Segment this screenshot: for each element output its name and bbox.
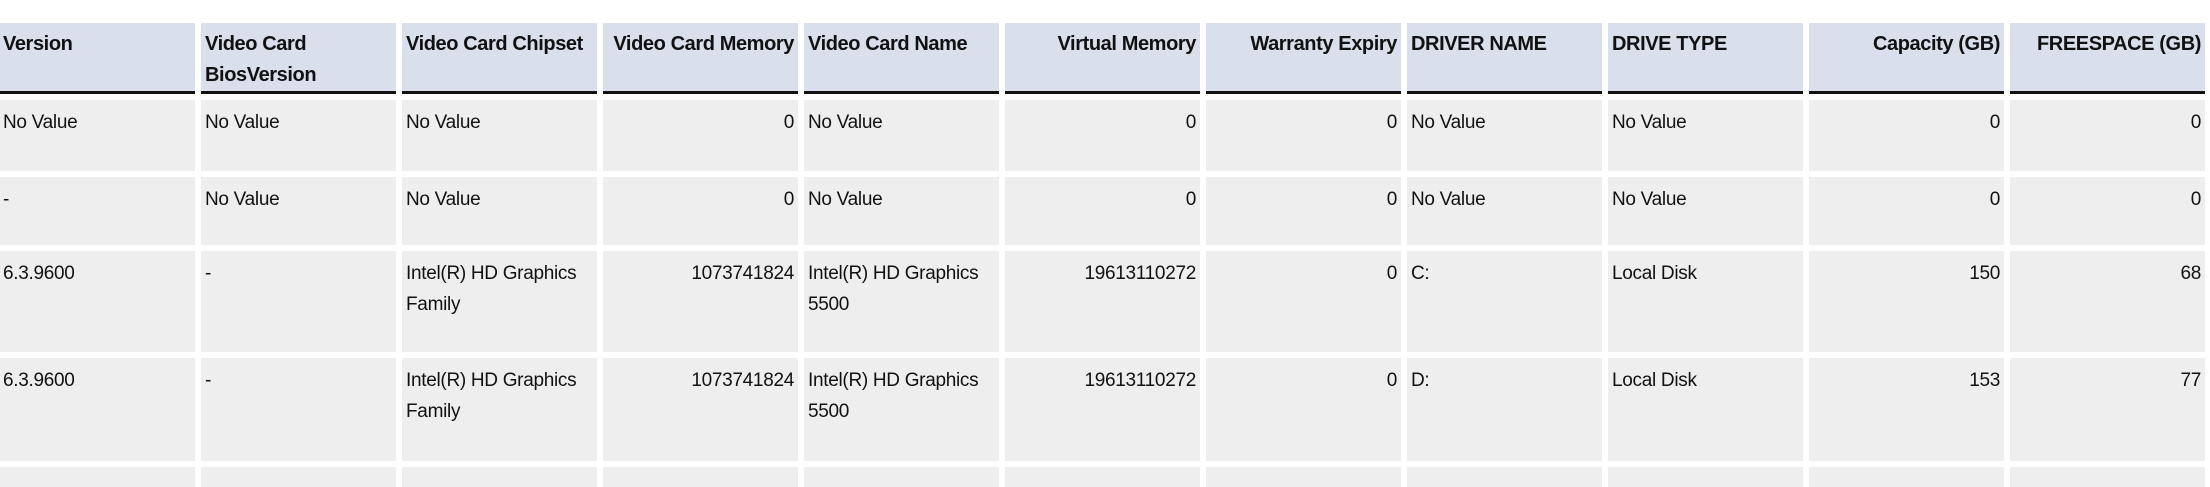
table-cell-virtual-memory: 0 — [1005, 177, 1200, 245]
table-cell-video-card-memory: 1073741824 — [603, 251, 798, 352]
table-cell-version: 6.3.9600 — [0, 358, 195, 461]
table-cell-virtual-memory: 0 — [1005, 100, 1200, 171]
table-cell-freespace-gb: 0 — [2010, 100, 2205, 171]
table-cell-freespace-gb: 77 — [2010, 358, 2205, 461]
column-header-capacity-gb[interactable]: Capacity (GB) — [1809, 23, 2004, 94]
table-cell-driver-name — [1407, 467, 1602, 487]
column-header-freespace-gb[interactable]: FREESPACE (GB) — [2010, 23, 2205, 94]
column-header-warranty-expiry[interactable]: Warranty Expiry — [1206, 23, 1401, 94]
column-header-video-card-chipset[interactable]: Video Card Chipset — [402, 23, 597, 94]
table-cell-video-card-chipset: Intel(R) HD Graphics Family — [402, 358, 597, 461]
column-header-virtual-memory[interactable]: Virtual Memory — [1005, 23, 1200, 94]
table-cell-driver-name: No Value — [1407, 177, 1602, 245]
table-cell-warranty-expiry: 0 — [1206, 100, 1401, 171]
table-cell-version: - — [0, 177, 195, 245]
table-cell-drive-type: Local Disk — [1608, 358, 1803, 461]
table-cell-video-card-memory: 0 — [603, 177, 798, 245]
table-cell-drive-type: No Value — [1608, 100, 1803, 171]
table-cell-video-card-name: No Value — [804, 177, 999, 245]
table-cell-driver-name: C: — [1407, 251, 1602, 352]
table-cell-driver-name: No Value — [1407, 100, 1602, 171]
table-cell-virtual-memory: 19613110272 — [1005, 358, 1200, 461]
table-cell-video-card-chipset: Intel(R) HD Graphics Family — [402, 251, 597, 352]
table-cell-video-card-chipset: No Value — [402, 177, 597, 245]
column-header-driver-name[interactable]: DRIVER NAME — [1407, 23, 1602, 94]
table-cell-warranty-expiry — [1206, 467, 1401, 487]
table-cell-video-card-name: No Value — [804, 100, 999, 171]
table-cell-capacity-gb: 0 — [1809, 100, 2004, 171]
table-cell-capacity-gb: 150 — [1809, 251, 2004, 352]
column-header-drive-type[interactable]: DRIVE TYPE — [1608, 23, 1803, 94]
table-cell-video-card-memory — [603, 467, 798, 487]
table-cell-freespace-gb: 68 — [2010, 251, 2205, 352]
table-cell-video-card-biosversion: - — [201, 358, 396, 461]
column-header-video-card-name[interactable]: Video Card Name — [804, 23, 999, 94]
table-cell-drive-type: No Value — [1608, 177, 1803, 245]
table-cell-version — [0, 467, 195, 487]
table-cell-driver-name: D: — [1407, 358, 1602, 461]
table-cell-freespace-gb: 0 — [2010, 177, 2205, 245]
table-cell-video-card-name — [804, 467, 999, 487]
table-cell-video-card-memory: 1073741824 — [603, 358, 798, 461]
table-cell-drive-type — [1608, 467, 1803, 487]
table-cell-drive-type: Local Disk — [1608, 251, 1803, 352]
table-cell-video-card-biosversion: No Value — [201, 100, 396, 171]
table-cell-version: No Value — [0, 100, 195, 171]
table-cell-video-card-biosversion: No Value — [201, 177, 396, 245]
table-cell-warranty-expiry: 0 — [1206, 358, 1401, 461]
table-cell-capacity-gb: 0 — [1809, 177, 2004, 245]
table-cell-video-card-chipset: No Value — [402, 100, 597, 171]
table-cell-warranty-expiry: 0 — [1206, 177, 1401, 245]
table-cell-warranty-expiry: 0 — [1206, 251, 1401, 352]
table-cell-video-card-biosversion — [201, 467, 396, 487]
table-cell-version: 6.3.9600 — [0, 251, 195, 352]
column-header-version[interactable]: Version — [0, 23, 195, 94]
table-cell-video-card-name: Intel(R) HD Graphics 5500 — [804, 251, 999, 352]
table-cell-virtual-memory — [1005, 467, 1200, 487]
table-cell-video-card-memory: 0 — [603, 100, 798, 171]
table-cell-virtual-memory: 19613110272 — [1005, 251, 1200, 352]
table-cell-video-card-chipset — [402, 467, 597, 487]
table-cell-video-card-name: Intel(R) HD Graphics 5500 — [804, 358, 999, 461]
table-cell-freespace-gb — [2010, 467, 2205, 487]
table-cell-capacity-gb — [1809, 467, 2004, 487]
table-cell-video-card-biosversion: - — [201, 251, 396, 352]
data-table: Version Video Card BiosVersion Video Card … — [0, 23, 2205, 487]
column-header-video-card-biosversion[interactable]: Video Card BiosVersion — [201, 23, 396, 94]
table-cell-capacity-gb: 153 — [1809, 358, 2004, 461]
column-header-video-card-memory[interactable]: Video Card Memory — [603, 23, 798, 94]
